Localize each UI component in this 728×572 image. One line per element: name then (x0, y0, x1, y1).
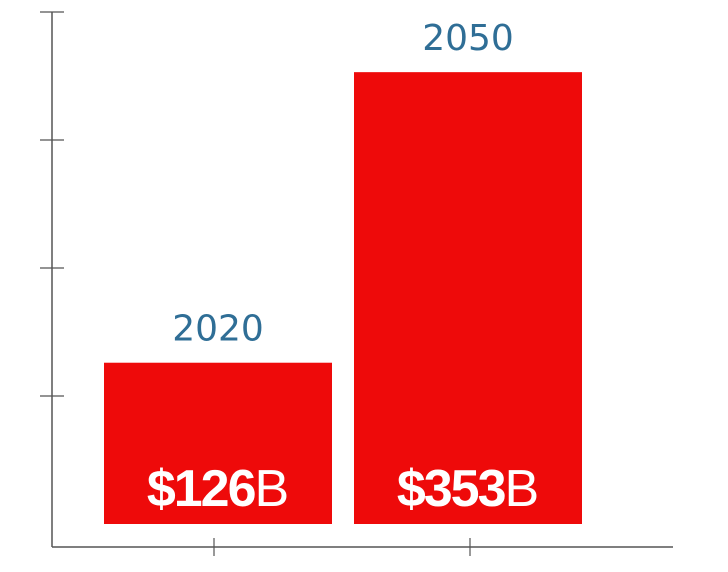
category-label: 2020 (172, 309, 264, 350)
value-label: $126B (147, 460, 289, 518)
value-label-number: $126 (147, 460, 256, 518)
value-label-unit: B (505, 460, 540, 518)
chart-bars (104, 72, 582, 524)
value-label-unit: B (255, 460, 290, 518)
bar-2050 (354, 72, 582, 524)
value-label-number: $353 (397, 460, 506, 518)
value-label: $353B (397, 460, 539, 518)
category-label: 2050 (422, 18, 514, 59)
